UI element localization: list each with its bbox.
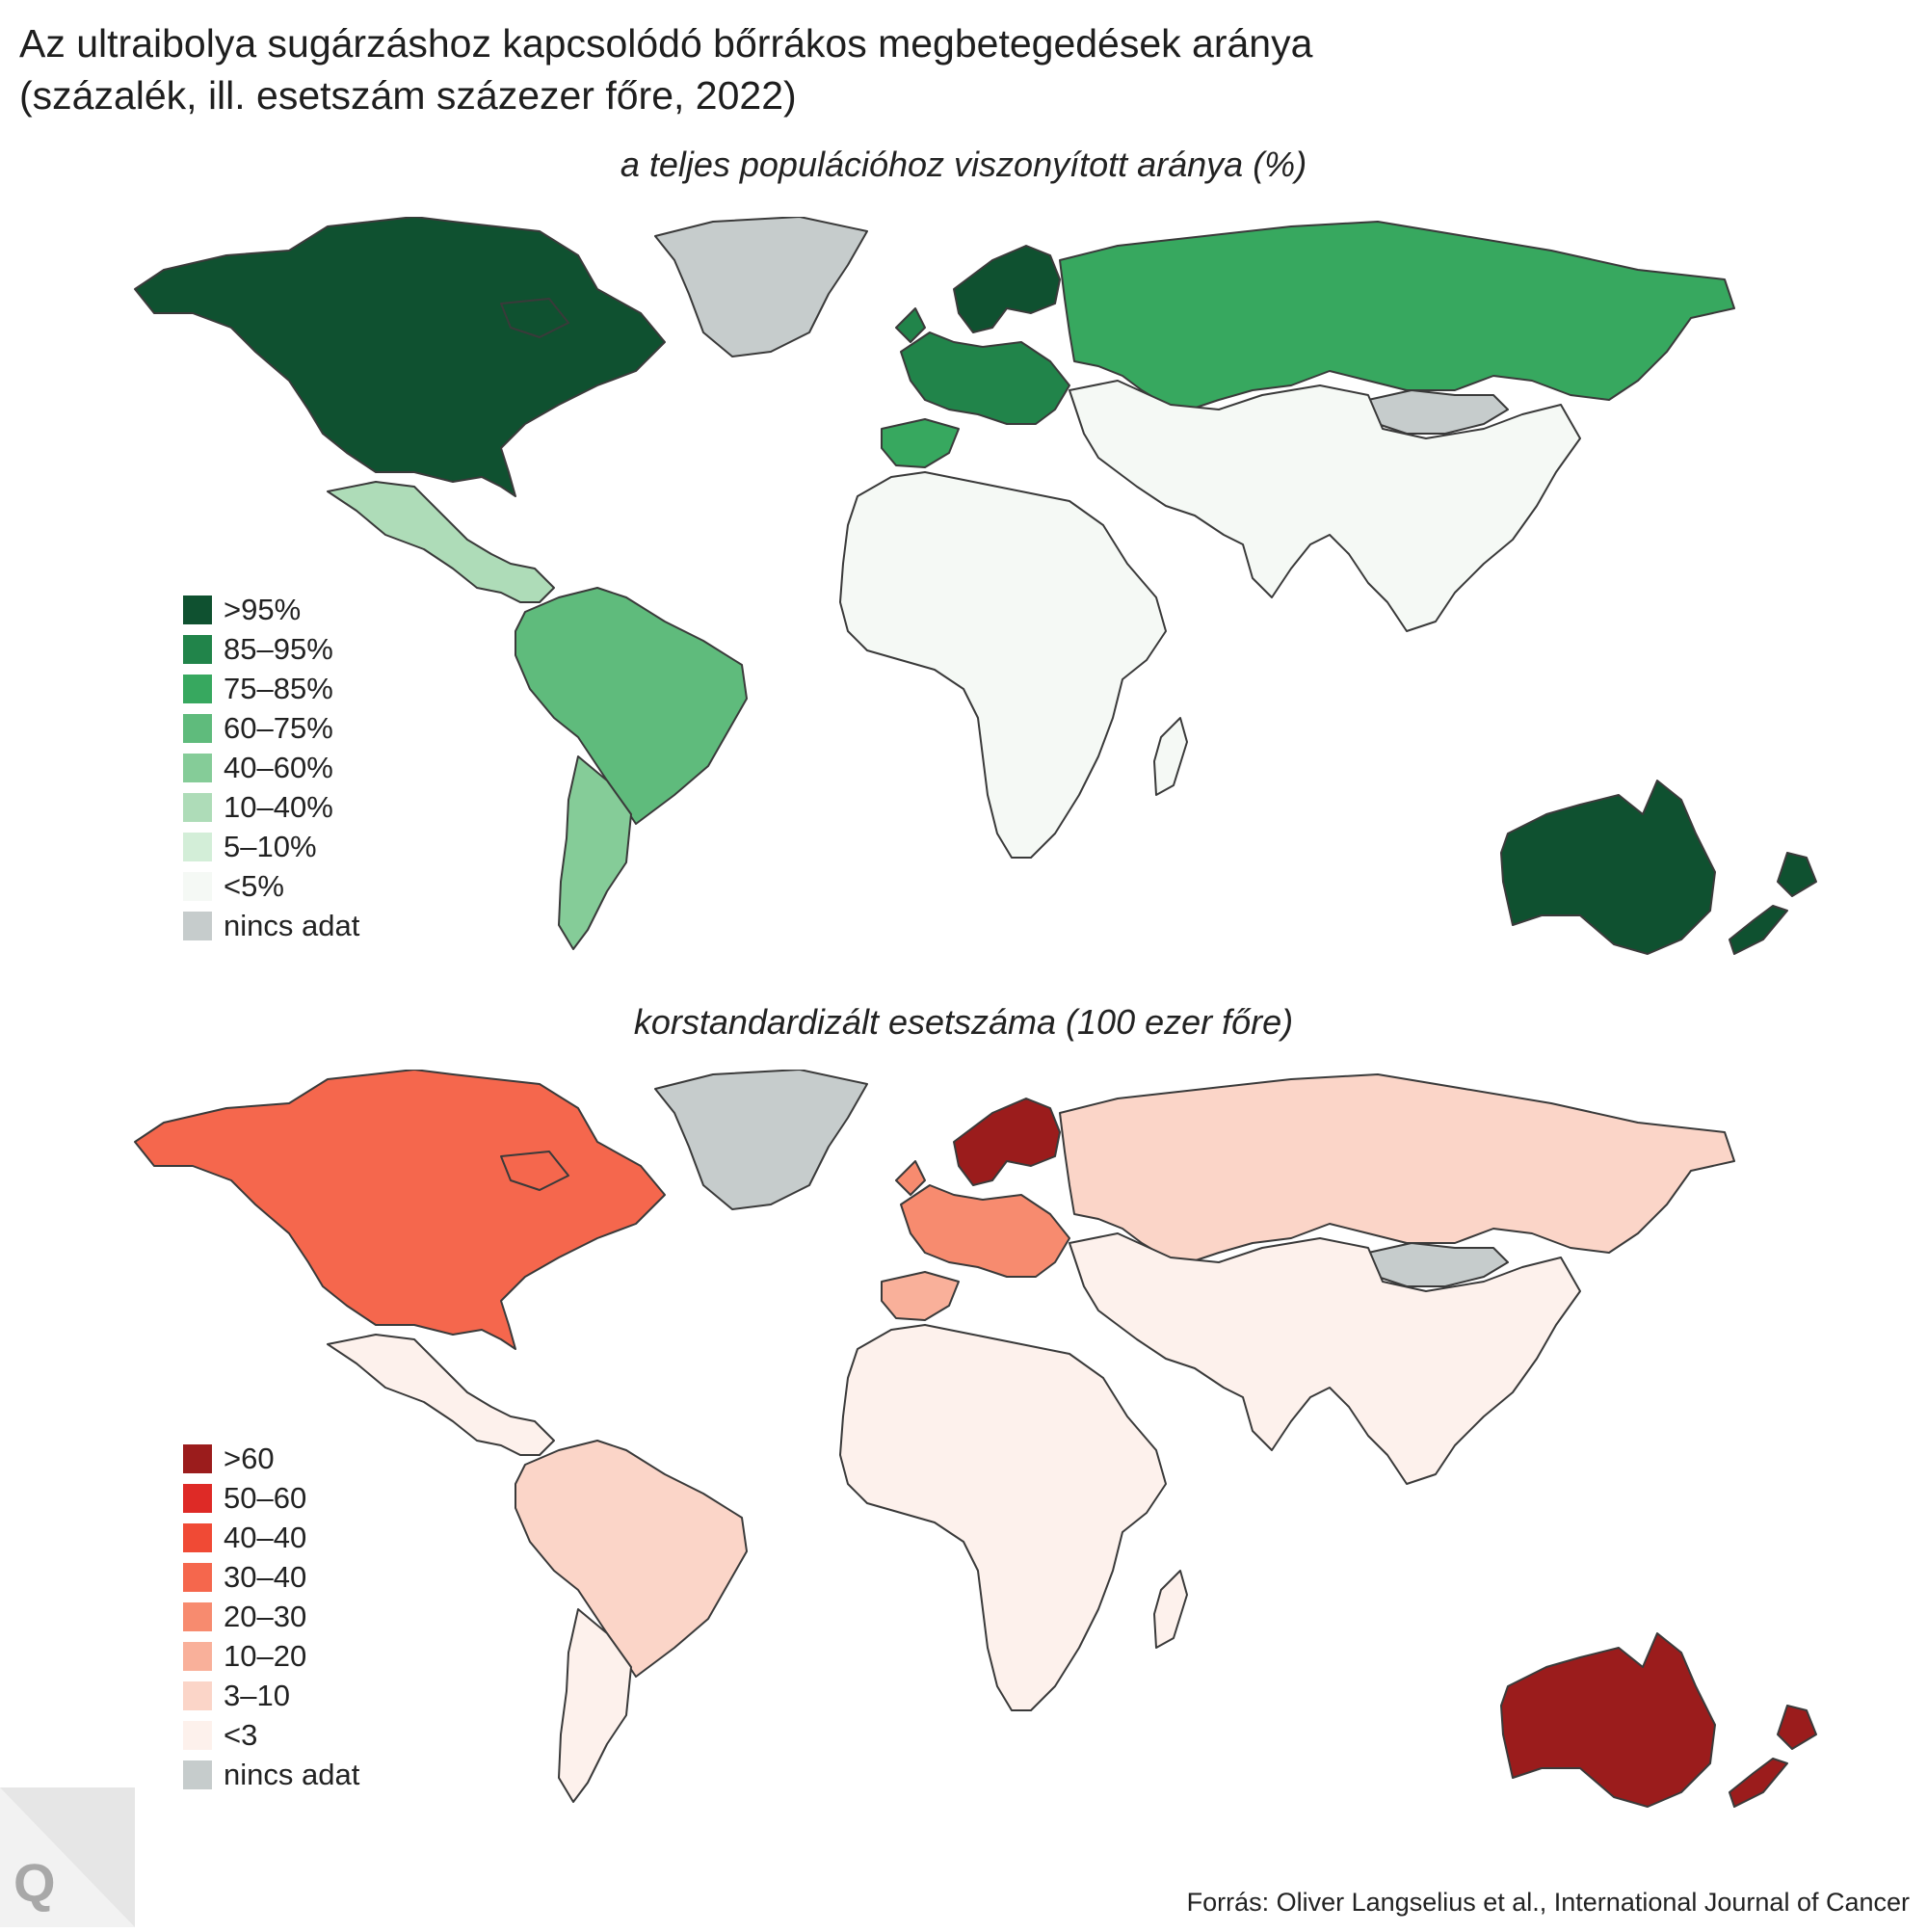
legend-label: >60 — [224, 1441, 275, 1475]
legend-swatch — [183, 1641, 212, 1671]
title-line-1: Az ultraibolya sugárzáshoz kapcsolódó bő… — [19, 21, 1313, 66]
logo-letter: Q — [13, 1852, 56, 1913]
legend-item: <5% — [183, 866, 359, 906]
legend-item: >60 — [183, 1439, 359, 1478]
legend-label: nincs adat — [224, 908, 360, 942]
legend-item: 30–40 — [183, 1557, 359, 1597]
legend-swatch — [183, 1681, 212, 1710]
region-iberia — [881, 418, 960, 468]
legend-item: 10–40% — [183, 787, 359, 827]
legend-swatch — [183, 1522, 212, 1552]
region-south-america-south — [558, 1608, 632, 1803]
top-world-map — [134, 217, 1817, 955]
legend-label: 3–10 — [224, 1678, 290, 1712]
bottom-map-subtitle: korstandardizált esetszáma (100 ezer főr… — [633, 1002, 1294, 1042]
region-australia — [1500, 1632, 1716, 1808]
legend-swatch — [183, 871, 212, 901]
region-north-america — [134, 1070, 666, 1350]
region-western-europe — [895, 1160, 1070, 1278]
region-mongolia — [1367, 1242, 1509, 1287]
legend-swatch — [183, 595, 212, 624]
top-map-subtitle: a teljes populációhoz viszonyított arány… — [620, 145, 1307, 184]
legend-swatch — [183, 911, 212, 940]
logo-corner-shape — [0, 1787, 135, 1927]
region-australia — [1500, 780, 1716, 955]
legend-item: 20–30 — [183, 1597, 359, 1636]
region-south-america-south — [558, 755, 632, 950]
legend-item: 50–60 — [183, 1478, 359, 1518]
legend-item: 10–20 — [183, 1636, 359, 1676]
region-mexico-central-america — [327, 481, 555, 603]
legend-item: >95% — [183, 590, 359, 629]
legend-item: 40–40 — [183, 1518, 359, 1557]
legend-swatch — [183, 713, 212, 743]
legend-label: 30–40 — [224, 1559, 307, 1594]
top-map-legend: >95% 85–95% 75–85% 60–75% 40–60% 10–40% 5–10% <… — [183, 590, 359, 945]
legend-swatch — [183, 674, 212, 703]
legend-swatch — [183, 634, 212, 664]
source-note: Forrás: Oliver Langselius et al., Intern… — [1186, 1888, 1910, 1917]
region-africa — [839, 1324, 1188, 1711]
legend-item: nincs adat — [183, 1755, 359, 1794]
region-scandinavia — [953, 245, 1061, 333]
legend-item: nincs adat — [183, 906, 359, 945]
legend-label: 5–10% — [224, 829, 317, 863]
legend-swatch — [183, 1562, 212, 1592]
legend-label: 50–60 — [224, 1480, 307, 1515]
legend-label: 85–95% — [224, 631, 333, 666]
region-asia — [1069, 1232, 1581, 1485]
region-russia — [1059, 221, 1735, 410]
legend-label: 10–40% — [224, 789, 333, 824]
region-south-america — [515, 1440, 748, 1678]
legend-label: 60–75% — [224, 710, 333, 745]
bottom-map-legend: >60 50–60 40–40 30–40 20–30 10–20 3–10 <3 nincs … — [183, 1439, 359, 1794]
legend-item: 3–10 — [183, 1676, 359, 1715]
legend-swatch — [183, 753, 212, 782]
chart-title: Az ultraibolya sugárzáshoz kapcsolódó bő… — [19, 17, 1850, 121]
region-south-america — [515, 587, 748, 825]
legend-item: 5–10% — [183, 827, 359, 866]
legend-label: 10–20 — [224, 1638, 307, 1673]
legend-swatch — [183, 1443, 212, 1473]
legend-label: 20–30 — [224, 1599, 307, 1633]
legend-swatch — [183, 1720, 212, 1750]
publisher-logo: Q — [0, 1787, 140, 1927]
region-mexico-central-america — [327, 1334, 555, 1456]
legend-swatch — [183, 1483, 212, 1513]
legend-swatch — [183, 832, 212, 861]
region-mongolia — [1367, 389, 1509, 435]
legend-label: <5% — [224, 868, 284, 903]
region-new-zealand — [1729, 1705, 1817, 1808]
region-iberia — [881, 1271, 960, 1321]
region-new-zealand — [1729, 852, 1817, 955]
legend-label: <3 — [224, 1717, 258, 1752]
region-greenland — [654, 1070, 868, 1210]
region-western-europe — [895, 307, 1070, 425]
legend-label: nincs adat — [224, 1757, 360, 1791]
legend-label: 75–85% — [224, 671, 333, 705]
region-greenland — [654, 217, 868, 357]
region-africa — [839, 471, 1188, 859]
legend-item: <3 — [183, 1715, 359, 1755]
legend-item: 75–85% — [183, 669, 359, 708]
legend-item: 60–75% — [183, 708, 359, 748]
legend-item: 85–95% — [183, 629, 359, 669]
legend-item: 40–60% — [183, 748, 359, 787]
bottom-world-map — [134, 1070, 1817, 1808]
legend-swatch — [183, 792, 212, 822]
region-north-america — [134, 217, 666, 497]
title-line-2: (százalék, ill. esetszám százezer főre, … — [19, 73, 797, 118]
legend-swatch — [183, 1760, 212, 1789]
legend-swatch — [183, 1601, 212, 1631]
region-asia — [1069, 380, 1581, 632]
legend-label: 40–40 — [224, 1520, 307, 1554]
region-russia — [1059, 1073, 1735, 1263]
legend-label: 40–60% — [224, 750, 333, 784]
legend-label: >95% — [224, 592, 302, 626]
region-scandinavia — [953, 1098, 1061, 1186]
